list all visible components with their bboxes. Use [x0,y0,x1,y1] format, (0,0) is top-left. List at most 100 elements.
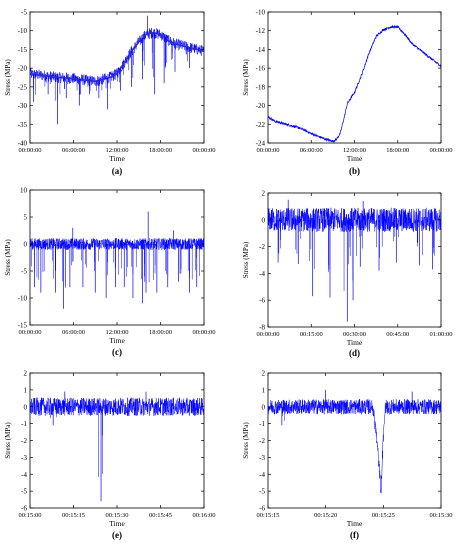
y-tick-label: 2 [262,370,266,378]
y-tick-label: 2 [24,370,28,378]
y-tick-label: -25 [18,83,28,91]
x-axis-label: Time [109,336,125,345]
x-tick-label: 00:00:00 [256,331,279,338]
plot-frame [267,11,442,144]
y-tick-label: -10 [256,9,266,17]
series-trace [267,207,442,232]
x-tick-label: 18:00:00 [149,147,172,154]
x-tick-label: 00:15:25 [372,512,395,519]
series-line [29,211,205,309]
y-axis-label: Stress (MPa) [4,239,12,276]
y-axis-label: Stress (MPa) [4,422,12,459]
y-axis-label: Stress (MPa) [4,59,12,96]
x-tick-label: 06:00:00 [300,147,323,154]
y-tick-label: -8 [259,324,265,332]
y-tick-label: -22 [256,121,266,129]
y-tick-label: -2 [21,437,27,445]
chart-panel-d: 2 0 -2 -4 -6 -800:00:00 00:15:00 00:30:00 00:45:… [242,190,453,359]
y-tick-label: -14 [256,46,266,54]
x-tick-label: 00:30:00 [343,331,366,338]
y-tick-label: -20 [18,65,28,73]
series-trace [267,399,442,494]
x-tick-label: 00:00:00 [256,147,279,154]
y-axis-label: Stress (MPa) [242,422,250,459]
chart-panel-e: 2 1 0 -1 -2 -3 -4 -5 -600:15:00 00:15:15 00:15:30 0… [4,370,216,541]
plot-frame [267,372,442,509]
y-tick-label: -18 [256,83,266,91]
x-axis-label: Time [347,338,363,347]
y-tick-label: 2 [262,190,266,198]
y-tick-label: -4 [21,471,27,479]
y-tick-label: -5 [21,268,27,276]
panel-label: (f) [350,530,359,540]
y-tick-label: 1 [262,386,266,394]
x-tick-label: 00:15:15 [256,512,279,519]
panel-label: (b) [349,166,360,176]
x-tick-label: 00:15:20 [314,512,337,519]
x-axis-label: Time [347,519,363,528]
y-axis-label: Stress (MPa) [242,241,250,278]
y-tick-label: -1 [259,420,265,428]
y-tick-label: -5 [259,488,265,496]
y-tick-label: 0 [262,216,266,224]
x-tick-label: 00:45:00 [386,331,409,338]
series-line [267,199,442,322]
y-tick-label: -15 [18,322,28,330]
x-tick-label: 06:00:00 [62,329,85,336]
y-tick-label: -16 [256,65,266,73]
plot-frame [29,372,205,509]
x-tick-label: 00:15:15 [62,512,85,519]
series-trace [267,24,442,144]
y-tick-label: -5 [21,488,27,496]
x-tick-label: 00:15:45 [149,512,172,519]
y-tick-label: -3 [21,454,27,462]
y-tick-label: -1 [21,420,27,428]
y-tick-label: 0 [262,403,266,411]
y-tick-label: 0 [24,241,28,249]
y-tick-label: -6 [21,505,27,513]
y-tick-label: -6 [259,505,265,513]
x-tick-label: 12:00:00 [105,329,128,336]
y-tick-label: -40 [18,140,28,148]
y-tick-label: -20 [256,102,266,110]
x-tick-label: 18:00:00 [149,329,172,336]
y-tick-label: -10 [18,295,28,303]
series-line [267,389,442,494]
y-tick-label: -5 [21,9,27,17]
x-axis-label: Time [109,519,125,528]
x-tick-label: 12:00:00 [343,147,366,154]
chart-panel-f: 2 1 0 -1 -2 -3 -4 -5 -600:15:15 00:15:20 00:15:25 0… [242,370,453,541]
series-line [29,15,205,125]
y-tick-label: -24 [256,140,266,148]
x-tick-label: 00:15:00 [300,331,323,338]
y-tick-label: -10 [18,27,28,35]
x-tick-label: 18:00:00 [386,147,409,154]
panel-label: (a) [112,166,123,176]
panel-label: (d) [349,348,360,358]
series-mean [29,31,205,82]
x-tick-label: 00:15:00 [18,512,41,519]
x-axis-label: Time [347,154,363,163]
y-tick-label: 1 [24,386,28,394]
x-tick-label: 00:00:00 [429,147,452,154]
x-tick-label: 06:00:00 [62,147,85,154]
y-tick-label: 10 [20,187,28,195]
y-tick-label: -2 [259,243,265,251]
x-tick-label: 00:00:00 [18,329,41,336]
x-tick-label: 00:16:00 [192,512,215,519]
x-tick-label: 00:00:00 [18,147,41,154]
x-tick-label: 00:00:00 [192,329,215,336]
series-line [267,24,442,144]
x-axis-label: Time [109,154,125,163]
y-tick-label: -4 [259,471,265,479]
y-tick-label: 0 [24,403,28,411]
y-tick-label: -2 [259,437,265,445]
y-tick-label: -4 [259,270,265,278]
x-tick-label: 00:15:30 [105,512,128,519]
x-tick-label: 12:00:00 [105,147,128,154]
y-tick-label: -6 [259,297,265,305]
y-tick-label: -12 [256,27,266,35]
